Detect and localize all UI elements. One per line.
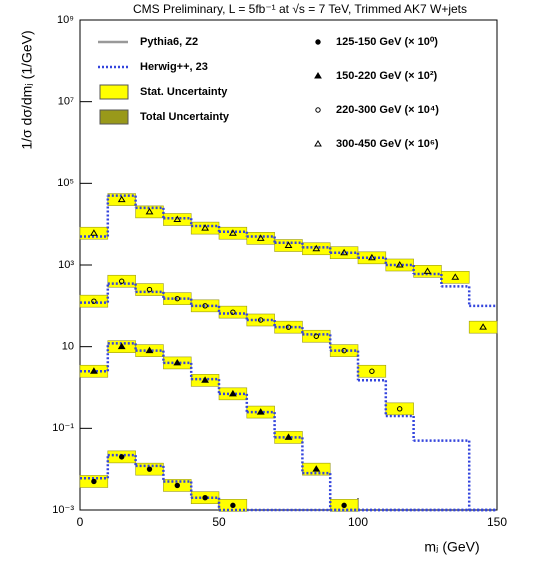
uncertainty-box	[135, 283, 164, 296]
data-point	[229, 389, 237, 397]
uncertainty-box	[413, 265, 442, 278]
data-point	[479, 323, 487, 330]
data-point	[119, 454, 125, 460]
data-point	[145, 207, 154, 215]
x-tick-label: 50	[212, 515, 226, 529]
uncertainty-box	[385, 402, 414, 416]
uncertainty-box	[107, 274, 136, 288]
data-point	[256, 408, 265, 415]
uncertainty-box	[468, 320, 498, 334]
y-tick-label: 10⁻¹	[52, 422, 74, 434]
chart-title: CMS Preliminary, L = 5fb⁻¹ at √s = 7 TeV…	[133, 2, 467, 16]
legend-label: Herwig++, 23	[140, 61, 208, 73]
data-point	[119, 278, 125, 284]
data-point	[201, 224, 209, 231]
data-point	[341, 502, 347, 509]
data-point	[173, 215, 182, 223]
x-axis-label: mⱼ (GeV)	[424, 539, 479, 555]
uncertainty-box	[79, 294, 109, 308]
data-point	[258, 317, 264, 323]
legend-marker	[314, 140, 322, 147]
data-point	[285, 324, 292, 330]
data-point	[230, 309, 236, 315]
legend-marker	[315, 39, 321, 45]
data-point	[395, 261, 404, 268]
legend-marker	[314, 72, 322, 79]
legend-label: 125-150 GeV (× 10⁰)	[336, 36, 438, 48]
legend-label: Pythia6, Z2	[140, 36, 198, 48]
x-tick-label: 0	[77, 515, 84, 529]
uncertainty-box	[190, 221, 220, 235]
uncertainty-box	[246, 232, 275, 245]
data-point	[91, 298, 97, 304]
data-point	[312, 244, 321, 252]
data-point	[369, 368, 375, 374]
data-point	[312, 465, 321, 472]
data-point	[117, 195, 126, 203]
data-point	[173, 358, 182, 366]
uncertainty-box	[274, 239, 303, 252]
y-tick-label: 10⁻³	[52, 504, 74, 516]
uncertainty-box	[163, 213, 192, 226]
data-point	[146, 466, 153, 472]
y-tick-label: 10⁷	[58, 96, 74, 108]
data-point	[174, 482, 181, 489]
legend-swatch	[99, 109, 129, 125]
data-point	[340, 248, 348, 256]
legend-label: 150-220 GeV (× 10²)	[336, 70, 438, 82]
legend-label: Stat. Uncertainty	[140, 86, 228, 98]
uncertainty-box	[441, 270, 470, 284]
y-axis-label: 1/σ dσ/dmⱼ (1/GeV)	[19, 30, 35, 149]
y-tick-label: 10⁹	[57, 14, 74, 26]
data-point	[284, 241, 293, 249]
data-point	[368, 253, 376, 261]
data-point	[90, 229, 98, 236]
x-tick-label: 150	[487, 515, 507, 529]
data-point	[145, 346, 154, 354]
data-point	[91, 478, 97, 485]
data-point	[256, 234, 265, 241]
data-point	[90, 367, 98, 374]
y-tick-label: 10⁵	[57, 177, 74, 189]
uncertainty-box	[218, 305, 248, 319]
data-point	[341, 347, 347, 354]
data-point	[174, 295, 181, 302]
y-tick-label: 10	[62, 341, 74, 353]
legend-label: 220-300 GeV (× 10⁴)	[336, 104, 439, 116]
data-point	[230, 502, 236, 509]
data-point	[202, 303, 208, 309]
legend-marker	[315, 107, 321, 113]
x-tick-label: 100	[348, 515, 368, 529]
data-point	[201, 376, 209, 383]
legend-label: 300-450 GeV (× 10⁶)	[336, 138, 439, 150]
legend-swatch	[99, 84, 129, 100]
data-point	[117, 342, 126, 350]
uncertainty-box	[357, 364, 387, 378]
uncertainty-box	[302, 242, 331, 256]
data-point	[146, 286, 153, 293]
data-point	[451, 273, 460, 280]
legend-label: Total Uncertainty	[140, 111, 230, 123]
data-point	[202, 495, 208, 501]
uncertainty-box	[302, 329, 331, 343]
y-tick-label: 10³	[58, 259, 74, 271]
data-point	[313, 333, 319, 339]
data-point	[229, 229, 237, 236]
data-point	[284, 433, 293, 440]
data-point	[397, 406, 403, 412]
data-point	[423, 267, 432, 274]
uncertainty-box	[218, 226, 248, 240]
